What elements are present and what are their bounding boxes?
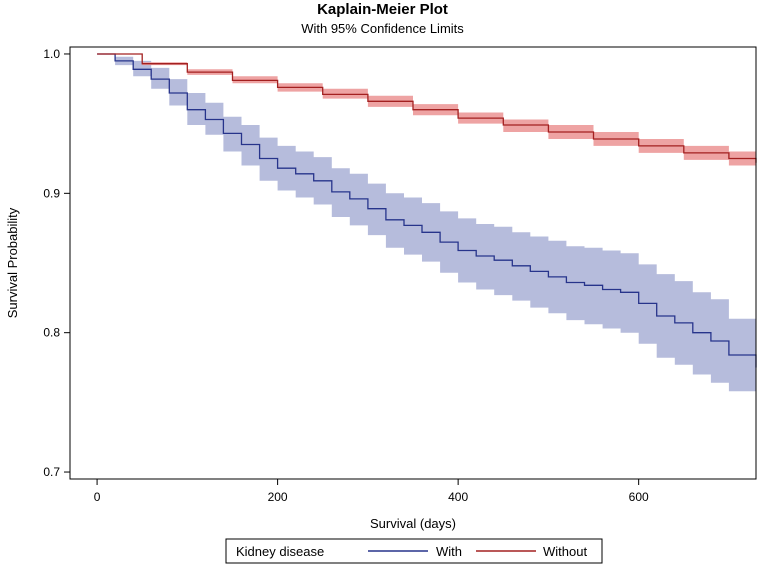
chart-subtitle: With 95% Confidence Limits bbox=[301, 21, 464, 36]
survival-curves bbox=[97, 53, 757, 368]
confidence-bands bbox=[97, 54, 757, 400]
y-axis-title: Survival Probability bbox=[5, 207, 20, 318]
legend-title: Kidney disease bbox=[236, 544, 324, 559]
x-axis: 0 200 400 600 bbox=[94, 479, 649, 504]
y-axis: 0.7 0.8 0.9 1.0 bbox=[43, 47, 70, 479]
y-tick-label: 0.9 bbox=[43, 186, 60, 200]
plot-frame bbox=[69, 46, 757, 480]
y-tick-label: 1.0 bbox=[43, 47, 60, 61]
y-tick-label: 0.7 bbox=[43, 465, 60, 479]
x-tick-label: 400 bbox=[448, 490, 468, 504]
confidence-band-without bbox=[97, 54, 757, 170]
x-tick-label: 600 bbox=[629, 490, 649, 504]
confidence-band-with bbox=[97, 54, 757, 400]
survival-line-with bbox=[97, 53, 757, 368]
legend: Kidney disease With Without bbox=[225, 538, 603, 564]
survival-line-without bbox=[97, 53, 757, 163]
x-tick-label: 200 bbox=[268, 490, 288, 504]
x-tick-label: 0 bbox=[94, 490, 101, 504]
legend-label-without: Without bbox=[543, 544, 587, 559]
chart-title: Kaplain-Meier Plot bbox=[317, 1, 448, 18]
x-axis-title: Survival (days) bbox=[370, 516, 456, 531]
y-tick-label: 0.8 bbox=[43, 326, 60, 340]
legend-label-with: With bbox=[436, 544, 462, 559]
